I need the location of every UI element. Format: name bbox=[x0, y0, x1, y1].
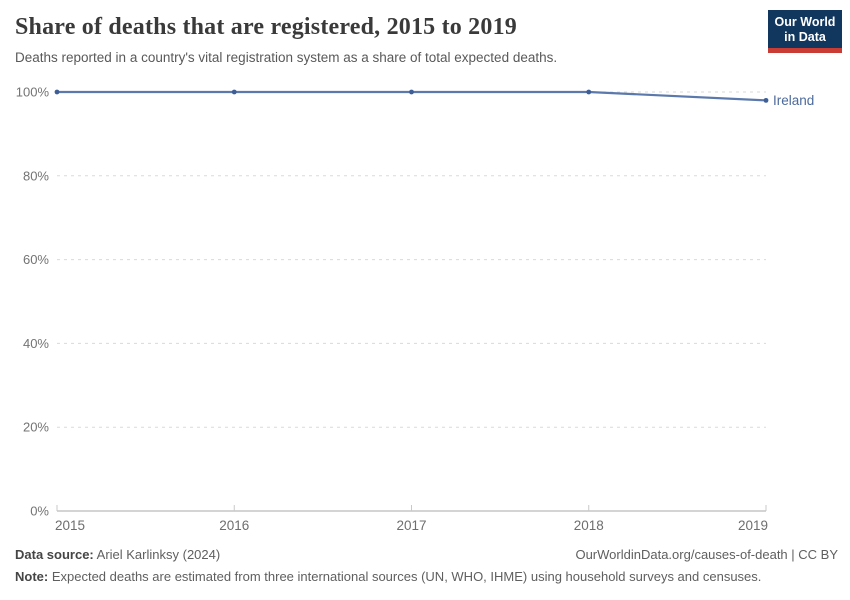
data-source-label: Data source: bbox=[15, 547, 94, 562]
x-tick-label: 2015 bbox=[55, 518, 85, 533]
chart-footer: Data source: Ariel Karlinksy (2024) OurW… bbox=[15, 547, 838, 585]
owid-logo[interactable]: Our World in Data bbox=[768, 10, 842, 53]
y-tick-label: 80% bbox=[23, 168, 49, 183]
data-source-value: Ariel Karlinksy (2024) bbox=[93, 547, 221, 562]
chart-subtitle: Deaths reported in a country's vital reg… bbox=[15, 50, 558, 65]
chart-note: Note: Expected deaths are estimated from… bbox=[15, 569, 761, 585]
y-tick-label: 60% bbox=[23, 252, 49, 267]
y-tick-label: 0% bbox=[30, 504, 49, 519]
data-point-marker bbox=[231, 89, 237, 95]
data-point-marker bbox=[54, 89, 60, 95]
data-point-marker bbox=[586, 89, 592, 95]
y-tick-label: 40% bbox=[23, 336, 49, 351]
attribution-link[interactable]: OurWorldinData.org/causes-of-death | CC … bbox=[575, 547, 838, 562]
data-point-marker bbox=[409, 89, 414, 95]
data-source: Data source: Ariel Karlinksy (2024) bbox=[15, 547, 220, 563]
data-point-marker bbox=[763, 97, 769, 103]
chart-svg: 0% 20% 40% 60% 80% 100% 2015 2016 2017 2018 2019 Ir… bbox=[16, 85, 815, 534]
x-tick-label: 2018 bbox=[574, 518, 604, 533]
x-tick-label: 2017 bbox=[396, 518, 426, 533]
chart-header: Share of deaths that are registered, 201… bbox=[15, 12, 755, 66]
x-tick-label: 2019 bbox=[738, 518, 768, 533]
page-title: Share of deaths that are registered, 201… bbox=[15, 14, 517, 40]
note-value: Expected deaths are estimated from three… bbox=[48, 569, 762, 584]
y-tick-label: 20% bbox=[23, 420, 49, 435]
logo-line-1: Our World bbox=[774, 15, 836, 29]
x-tick-label: 2016 bbox=[219, 518, 249, 533]
y-tick-label: 100% bbox=[16, 85, 50, 100]
note-label: Note: bbox=[15, 569, 49, 584]
series-label-ireland[interactable]: Ireland bbox=[773, 93, 814, 108]
line-chart: 0% 20% 40% 60% 80% 100% 2015 2016 2017 2018 2019 Ir… bbox=[0, 80, 850, 540]
logo-line-2: in Data bbox=[784, 30, 826, 44]
